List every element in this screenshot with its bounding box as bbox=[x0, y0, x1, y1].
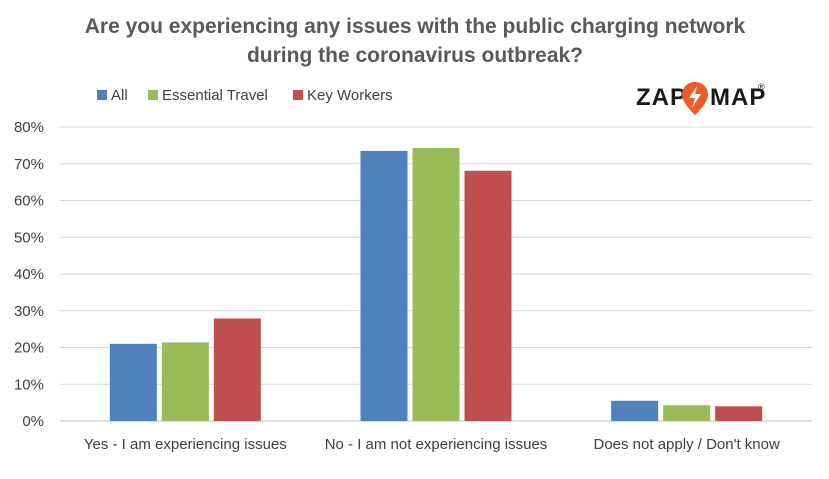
y-tick-label: 0% bbox=[22, 413, 44, 430]
bar-all bbox=[611, 400, 659, 421]
logo-text-left: ZAP bbox=[636, 84, 687, 111]
chart-title-line-2: during the coronavirus outbreak? bbox=[247, 44, 583, 67]
chart-title: Are you experiencing any issues with the… bbox=[85, 15, 746, 67]
legend-item: All bbox=[97, 87, 128, 104]
zap-map-logo: ZAP MAP ® bbox=[636, 82, 766, 115]
registered-mark: ® bbox=[758, 82, 765, 92]
y-tick-label: 50% bbox=[14, 229, 44, 246]
y-tick-label: 20% bbox=[14, 340, 44, 357]
legend-swatch bbox=[293, 90, 303, 100]
legend-label: Essential Travel bbox=[162, 87, 268, 104]
bar-essential-travel bbox=[663, 405, 711, 421]
chart-title-line-1: Are you experiencing any issues with the… bbox=[85, 15, 746, 38]
x-category-label: Does not apply / Don't know bbox=[594, 436, 780, 453]
bar-all bbox=[360, 150, 408, 421]
logo-text-right: MAP bbox=[710, 84, 766, 111]
y-tick-label: 30% bbox=[14, 303, 44, 320]
x-category-label: Yes - I am experiencing issues bbox=[84, 436, 287, 453]
bars bbox=[109, 147, 763, 421]
lightning-pin-icon bbox=[682, 82, 708, 115]
bar-key-workers bbox=[213, 318, 261, 421]
bar-all bbox=[109, 343, 157, 421]
bar-essential-travel bbox=[161, 342, 209, 421]
legend-swatch bbox=[97, 90, 107, 100]
legend-item: Key Workers bbox=[293, 87, 393, 104]
legend: All Essential Travel Key Workers bbox=[97, 87, 393, 104]
y-tick-label: 80% bbox=[14, 119, 44, 136]
bar-key-workers bbox=[464, 170, 512, 421]
legend-label: All bbox=[111, 87, 128, 104]
y-tick-label: 70% bbox=[14, 156, 44, 173]
y-tick-label: 60% bbox=[14, 193, 44, 210]
x-category-label: No - I am not experiencing issues bbox=[325, 436, 548, 453]
x-axis-categories: Yes - I am experiencing issues No - I am … bbox=[84, 436, 780, 453]
legend-label: Key Workers bbox=[307, 87, 393, 104]
legend-swatch bbox=[148, 90, 158, 100]
y-tick-label: 40% bbox=[14, 266, 44, 283]
y-tick-label: 10% bbox=[14, 376, 44, 393]
bar-key-workers bbox=[715, 406, 763, 421]
y-axis-ticks: 0% 10% 20% 30% 40% 50% 60% 70% 80% bbox=[14, 119, 44, 430]
legend-item: Essential Travel bbox=[148, 87, 268, 104]
bar-essential-travel bbox=[412, 147, 460, 421]
